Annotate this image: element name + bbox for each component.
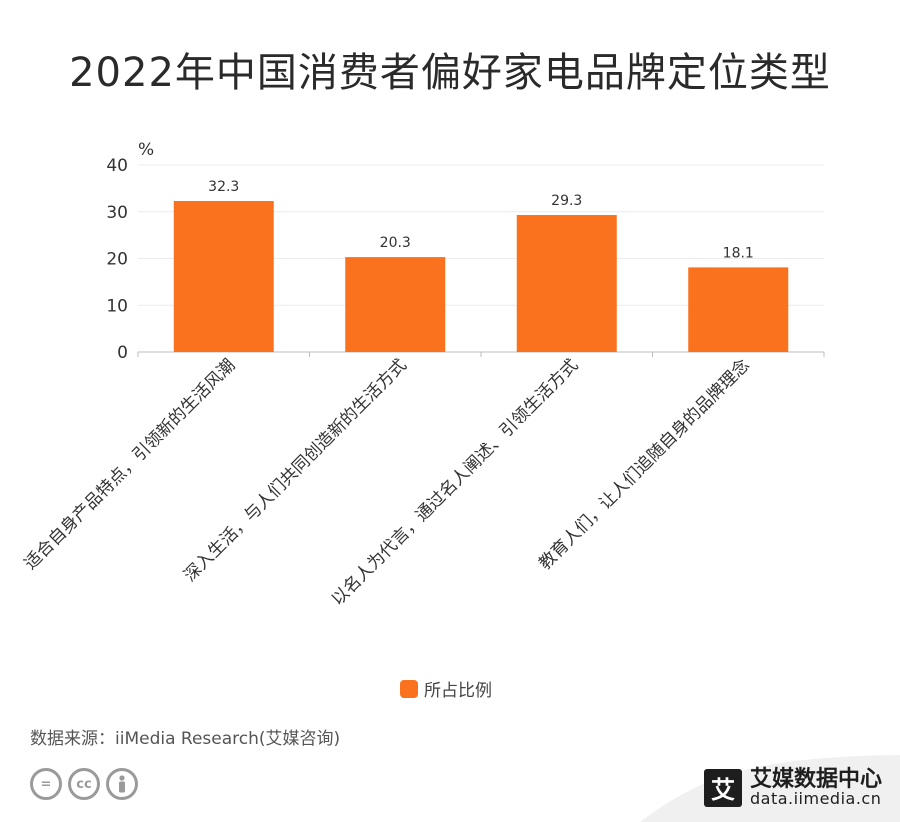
legend-label: 所占比例 xyxy=(424,681,492,701)
data-label: 32.3 xyxy=(208,179,239,195)
y-axis-unit: % xyxy=(138,140,154,160)
x-tick-label: 适合自身产品特点，引领新的生活风潮 xyxy=(21,355,239,573)
data-label: 20.3 xyxy=(380,235,411,251)
cc-icon: cc xyxy=(68,768,100,800)
y-tick-label: 30 xyxy=(106,203,128,223)
brand-logo: 艾 xyxy=(703,768,742,807)
data-label: 18.1 xyxy=(723,245,754,261)
y-tick-label: 0 xyxy=(117,343,128,363)
legend-swatch xyxy=(400,679,418,698)
brand-mark: 艾 艾媒数据中心 data.iimedia.cn xyxy=(703,767,882,809)
y-tick-label: 20 xyxy=(106,250,128,270)
y-tick-label: 10 xyxy=(106,296,128,316)
bar xyxy=(688,267,789,352)
brand-name: 艾媒数据中心 xyxy=(749,767,882,792)
person-icon xyxy=(106,768,138,800)
x-tick-label: 教育人们，让人们追随自身的品牌理念 xyxy=(535,355,754,574)
bar xyxy=(516,215,617,352)
equal-icon: = xyxy=(30,768,62,800)
legend[interactable]: 所占比例 xyxy=(400,676,492,701)
license-icons: = cc xyxy=(30,768,138,800)
brand-url: data.iimedia.cn xyxy=(749,789,882,809)
bar xyxy=(345,257,446,352)
chart-title: 2022年中国消费者偏好家电品牌定位类型 xyxy=(69,50,831,96)
bar-chart: 010203040%32.3适合自身产品特点，引领新的生活风潮20.3深入生活，… xyxy=(21,140,825,610)
data-label: 29.3 xyxy=(551,193,582,209)
y-tick-label: 40 xyxy=(106,156,128,176)
bar xyxy=(173,200,274,352)
source-note: 数据来源：iiMedia Research(艾媒咨询) xyxy=(30,729,341,749)
